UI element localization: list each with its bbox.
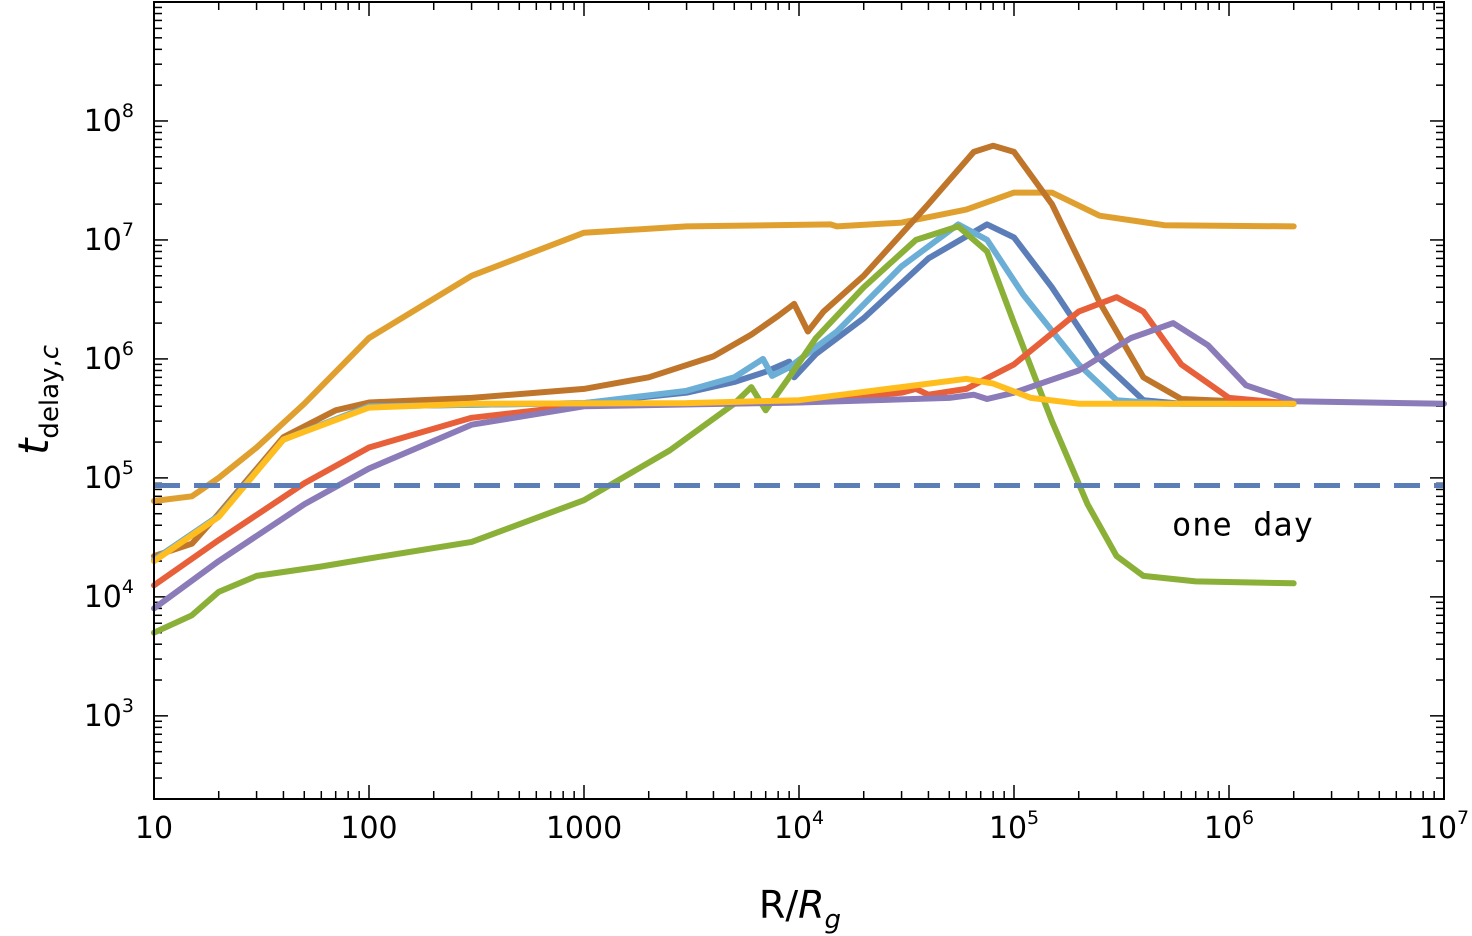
y-tick-label: 105 [84, 457, 134, 496]
y-tick-label: 103 [84, 695, 134, 734]
x-tick-label: 105 [989, 807, 1039, 846]
y-tick-label: 107 [84, 219, 134, 258]
y-tick-label: 104 [84, 576, 134, 615]
series-layer [151, 142, 1447, 636]
y-tick-label: 108 [84, 100, 134, 139]
y-tick-labels: 103 104 105 106 107 108 [84, 100, 134, 734]
x-axis-title: R/Rg [759, 883, 841, 935]
series-line-5 [151, 223, 1297, 636]
x-axis-title-main: R/ [759, 883, 798, 927]
series-line-3 [151, 221, 1297, 563]
x-tick-label: 100 [340, 811, 397, 846]
plot-frame [153, 1, 1445, 800]
x-tick-label: 107 [1419, 807, 1469, 846]
y-tick-label: 106 [84, 338, 134, 377]
x-axis-title-sub: g [825, 905, 842, 935]
y-axis-title: tdelay,c [9, 345, 65, 455]
x-tick-labels: 10 100 1000 104 105 106 107 [135, 807, 1469, 846]
y-axis-title-italic: t [9, 437, 58, 455]
x-axis-title-italic: R [798, 883, 824, 927]
series-line-6 [151, 294, 1297, 589]
series-line-7 [151, 320, 1447, 612]
series-line-4 [151, 221, 1297, 563]
x-tick-label: 106 [1204, 807, 1254, 846]
x-tick-label: 104 [774, 807, 824, 846]
series-line-1 [151, 189, 1297, 504]
y-axis-title-sub-italic: c [35, 345, 65, 359]
y-axis-title-sub: delay, [35, 359, 65, 438]
reference-line-label: one day [1172, 505, 1314, 543]
x-tick-label: 10 [135, 811, 173, 846]
series-line-8 [151, 375, 1297, 565]
series-line-2 [151, 142, 1297, 560]
axis-ticks [153, 2, 1444, 800]
x-tick-label: 1000 [546, 811, 622, 846]
